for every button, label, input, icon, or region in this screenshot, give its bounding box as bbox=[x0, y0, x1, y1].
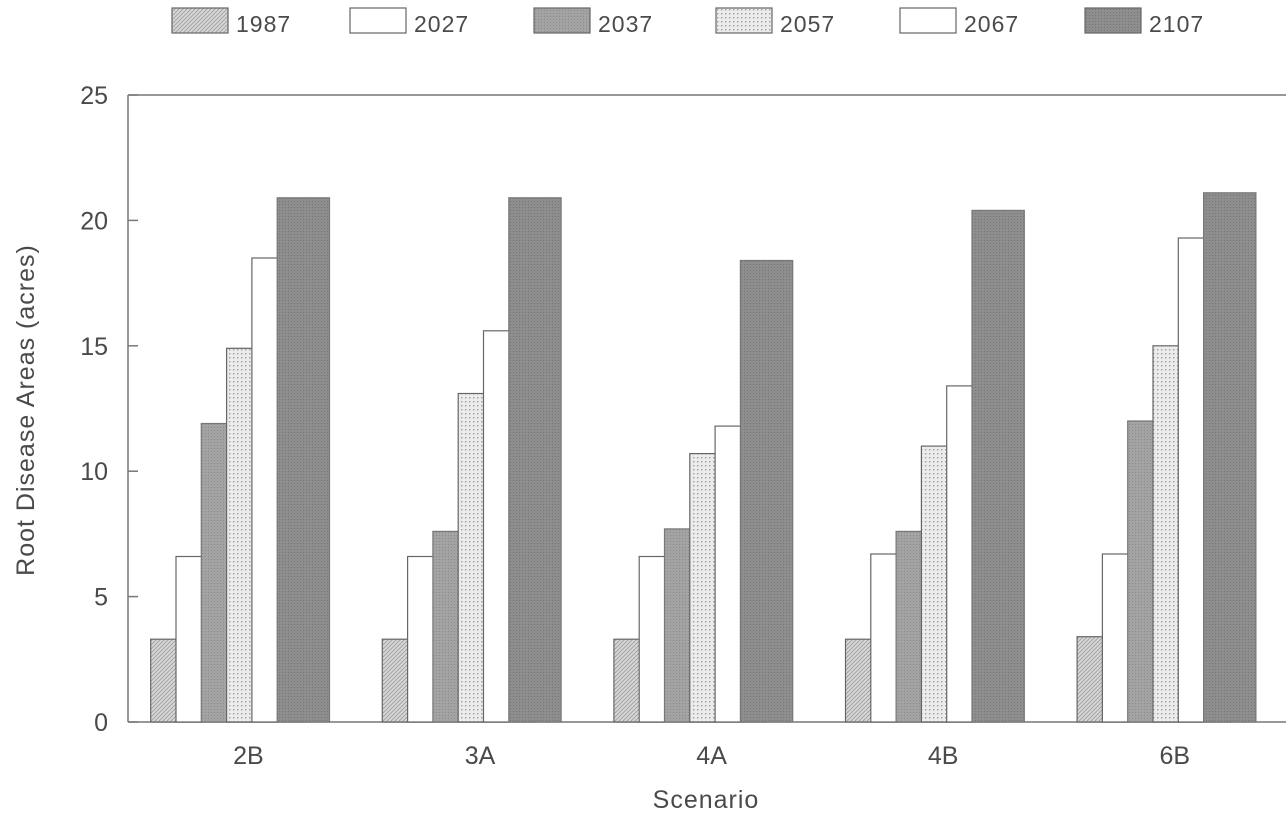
x-tick-label: 3A bbox=[465, 742, 496, 770]
x-tick-label: 6B bbox=[1160, 742, 1191, 770]
bar-2107-2B bbox=[276, 197, 331, 723]
x-tick-label: 4B bbox=[928, 742, 959, 770]
y-tick-label: 20 bbox=[80, 207, 108, 235]
legend-item-2037: 2037 bbox=[533, 7, 653, 37]
legend-swatch bbox=[171, 7, 229, 34]
y-tick-label: 0 bbox=[94, 709, 108, 737]
bar-2107-4A bbox=[739, 259, 794, 723]
legend-swatch bbox=[533, 7, 591, 34]
legend: 1987 2027 2037 2057 2067 2107 bbox=[171, 7, 1204, 37]
legend-label: 2037 bbox=[598, 11, 653, 37]
y-tick-label: 5 bbox=[94, 584, 108, 612]
legend-item-2027: 2027 bbox=[349, 7, 469, 37]
legend-item-2107: 2107 bbox=[1084, 7, 1204, 37]
legend-label: 1987 bbox=[236, 11, 291, 37]
x-tick-label: 4A bbox=[696, 742, 727, 770]
x-axis: 2B 3A 4A 4B 6B bbox=[233, 742, 1190, 770]
legend-label: 2027 bbox=[414, 11, 469, 37]
bar-2107-4B bbox=[971, 209, 1025, 723]
y-tick-label: 25 bbox=[80, 82, 108, 110]
legend-label: 2107 bbox=[1149, 11, 1204, 37]
bars bbox=[150, 192, 1257, 723]
bar-2107-6B bbox=[1202, 192, 1257, 723]
legend-swatch bbox=[1084, 7, 1142, 34]
legend-swatch bbox=[715, 7, 773, 34]
legend-label: 2067 bbox=[964, 11, 1019, 37]
legend-label: 2057 bbox=[780, 11, 835, 37]
legend-swatch bbox=[349, 7, 407, 34]
legend-item-2057: 2057 bbox=[715, 7, 835, 37]
x-axis-title: Scenario bbox=[653, 786, 760, 813]
y-axis-title: Root Disease Areas (acres) bbox=[12, 244, 40, 576]
legend-swatch bbox=[899, 7, 957, 34]
y-axis: 0 5 10 15 20 25 bbox=[80, 82, 138, 737]
legend-item-1987: 1987 bbox=[171, 7, 291, 37]
bar-2107-3A bbox=[508, 197, 562, 723]
y-tick-label: 10 bbox=[80, 458, 108, 486]
legend-item-2067: 2067 bbox=[899, 7, 1019, 37]
x-tick-label: 2B bbox=[233, 742, 264, 770]
y-tick-label: 15 bbox=[80, 333, 108, 361]
